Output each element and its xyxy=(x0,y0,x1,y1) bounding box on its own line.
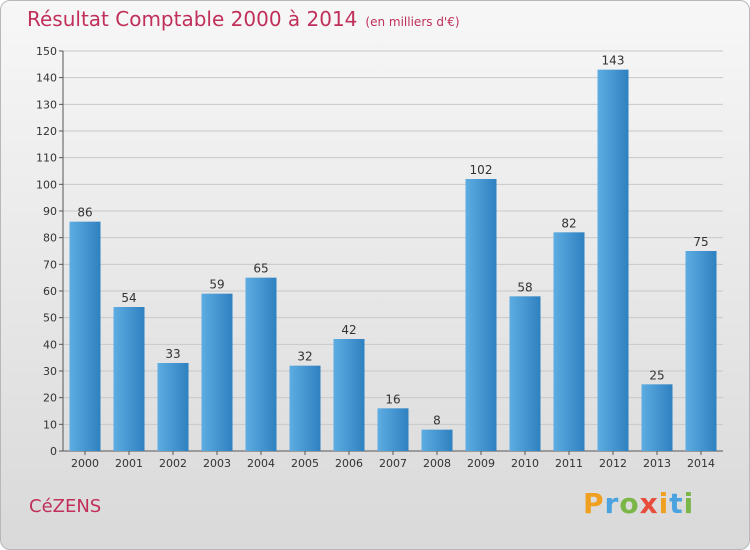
bar xyxy=(597,69,629,452)
brand-logo-letter: x xyxy=(639,487,659,520)
place-name: CéZENS xyxy=(29,496,102,517)
x-tick-label: 2000 xyxy=(71,457,99,470)
data-label: 16 xyxy=(385,392,400,406)
y-tick-label: 130 xyxy=(36,98,57,111)
x-tick-label: 2009 xyxy=(467,457,495,470)
data-label: 54 xyxy=(121,291,136,305)
x-tick-label: 2010 xyxy=(511,457,539,470)
y-tick-label: 80 xyxy=(43,232,57,245)
y-tick-label: 30 xyxy=(43,365,57,378)
bar xyxy=(69,221,101,451)
bar xyxy=(465,179,497,451)
data-label: 75 xyxy=(693,235,708,249)
x-tick-label: 2013 xyxy=(643,457,671,470)
y-tick-label: 70 xyxy=(43,258,57,271)
data-label: 86 xyxy=(77,206,92,220)
brand-logo: Proxiti xyxy=(583,487,694,520)
label-layer: 0 10 20 30 40 50 60 70 80 90 100 110 120 130 140 150 86 2… xyxy=(36,45,715,470)
data-label: 42 xyxy=(341,323,356,337)
data-label: 8 xyxy=(433,414,441,428)
y-tick-label: 150 xyxy=(36,45,57,58)
bar-layer xyxy=(69,69,717,452)
bar xyxy=(421,429,453,451)
y-tick-label: 50 xyxy=(43,312,57,325)
bar xyxy=(113,307,145,451)
data-label: 65 xyxy=(253,262,268,276)
brand-logo-letter: o xyxy=(619,487,640,520)
chart-title-text: Résultat Comptable 2000 à 2014 xyxy=(27,7,358,31)
bar xyxy=(509,296,541,451)
data-label: 58 xyxy=(517,280,532,294)
y-tick-label: 100 xyxy=(36,178,57,191)
bar xyxy=(289,365,321,451)
bar xyxy=(685,251,717,451)
y-tick-label: 10 xyxy=(43,418,57,431)
y-tick-label: 90 xyxy=(43,205,57,218)
bar xyxy=(641,384,673,451)
bar xyxy=(377,408,409,451)
y-tick-label: 20 xyxy=(43,392,57,405)
data-label: 33 xyxy=(165,347,180,361)
x-tick-label: 2007 xyxy=(379,457,407,470)
y-tick-label: 0 xyxy=(50,445,57,458)
bar xyxy=(333,339,365,451)
brand-logo-letter: r xyxy=(604,487,620,520)
bar xyxy=(553,232,585,451)
data-label: 25 xyxy=(649,368,664,382)
brand-logo-letter: i xyxy=(658,487,670,520)
bar xyxy=(157,363,189,451)
x-tick-label: 2005 xyxy=(291,457,319,470)
data-label: 32 xyxy=(297,350,312,364)
x-tick-label: 2011 xyxy=(555,457,583,470)
chart-unit: (en milliers d'€) xyxy=(365,15,460,29)
data-label: 143 xyxy=(602,54,625,68)
data-label: 102 xyxy=(470,163,493,177)
x-tick-label: 2012 xyxy=(599,457,627,470)
y-tick-label: 60 xyxy=(43,285,57,298)
bar xyxy=(201,293,233,451)
y-tick-label: 120 xyxy=(36,125,57,138)
data-label: 82 xyxy=(561,216,576,230)
brand-logo-letter: t xyxy=(669,487,684,520)
y-tick-label: 140 xyxy=(36,72,57,85)
x-tick-label: 2001 xyxy=(115,457,143,470)
chart-title: Résultat Comptable 2000 à 2014 (en millie… xyxy=(27,7,460,31)
x-tick-label: 2006 xyxy=(335,457,363,470)
x-tick-label: 2003 xyxy=(203,457,231,470)
x-tick-label: 2014 xyxy=(687,457,715,470)
data-label: 59 xyxy=(209,278,224,292)
x-tick-label: 2004 xyxy=(247,457,275,470)
y-tick-label: 110 xyxy=(36,152,57,165)
brand-logo-letter: i xyxy=(683,487,695,520)
y-tick-label: 40 xyxy=(43,338,57,351)
bar xyxy=(245,277,277,451)
x-tick-label: 2008 xyxy=(423,457,451,470)
x-tick-label: 2002 xyxy=(159,457,187,470)
brand-logo-letter: P xyxy=(583,487,605,520)
